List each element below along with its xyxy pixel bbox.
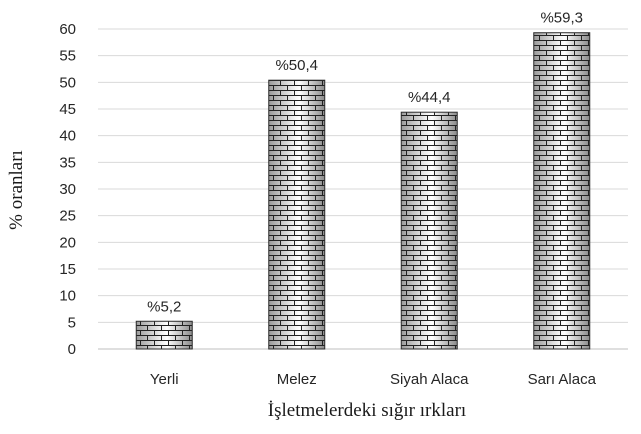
data-label: %59,3	[540, 10, 583, 27]
x-axis-label: İşletmelerdeki sığır ırkları	[268, 400, 466, 421]
bar	[400, 111, 458, 350]
data-labels: %5,2 %50,4 %44,4 %59,3	[147, 10, 583, 316]
y-tick-label: 25	[59, 208, 76, 225]
y-tick-label: 0	[68, 341, 76, 358]
x-category-label: Sarı Alaca	[528, 371, 597, 388]
y-axis-ticks: 0 5 10 15 20 25 30 35 40 45 50 55 60	[59, 21, 76, 358]
x-category-label: Melez	[277, 371, 317, 388]
y-tick-label: 60	[59, 21, 76, 38]
y-tick-label: 55	[59, 48, 76, 65]
y-tick-label: 40	[59, 128, 76, 145]
data-label: %44,4	[408, 89, 451, 106]
data-label: %5,2	[147, 298, 181, 315]
data-label: %50,4	[275, 57, 318, 74]
y-tick-label: 45	[59, 101, 76, 118]
bar	[135, 320, 193, 350]
y-tick-label: 35	[59, 154, 76, 171]
y-tick-label: 15	[59, 261, 76, 278]
x-category-label: Yerli	[150, 371, 179, 388]
y-tick-label: 50	[59, 74, 76, 91]
bar	[268, 79, 326, 350]
y-tick-label: 10	[59, 288, 76, 305]
x-axis-categories: Yerli Melez Siyah Alaca Sarı Alaca	[150, 371, 597, 388]
y-tick-label: 20	[59, 234, 76, 251]
y-tick-label: 5	[68, 314, 76, 331]
y-axis-label: % oranları	[6, 150, 27, 230]
x-category-label: Siyah Alaca	[390, 371, 469, 388]
bar	[533, 32, 591, 350]
y-tick-label: 30	[59, 181, 76, 198]
bars	[135, 32, 591, 350]
